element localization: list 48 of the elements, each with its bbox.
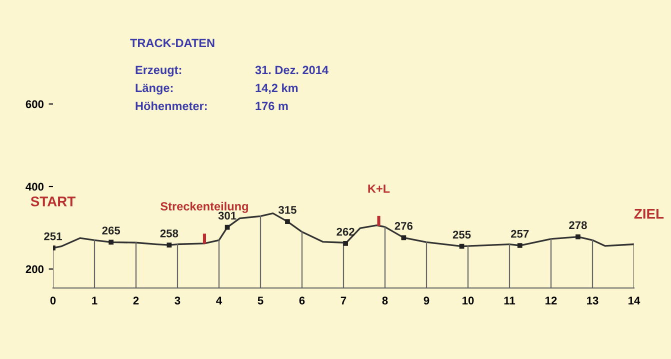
point: [224, 224, 230, 230]
data-label: 278: [569, 221, 587, 230]
x-tick-label: 13: [587, 296, 598, 305]
x-tick-label: 1: [92, 296, 98, 304]
point: [285, 219, 290, 224]
annotation: START: [30, 196, 76, 206]
point: [517, 243, 522, 248]
data-label: 251: [44, 232, 62, 240]
x-tick-label: 10: [462, 296, 474, 304]
y-tick-label: 200: [26, 265, 44, 274]
data-label: 276: [394, 222, 413, 230]
y-tick-label: 400: [26, 182, 44, 191]
point: [108, 240, 114, 245]
annotation: 176 m: [256, 102, 288, 110]
data-label: 257: [510, 230, 529, 238]
data-label: 258: [160, 229, 178, 238]
y-tick-label: 600: [26, 100, 44, 108]
point: [166, 242, 172, 248]
x-tick-label: 4: [216, 296, 222, 304]
x-tick-label: 8: [382, 296, 388, 304]
text: Länge:: [136, 84, 173, 94]
x-tick-label: 6: [299, 296, 305, 304]
x-tick-label: 0: [50, 296, 56, 304]
text: Erzeugt:: [136, 66, 182, 76]
point: [343, 241, 348, 246]
x-tick-label: 3: [174, 296, 180, 305]
data-label: 265: [102, 226, 120, 234]
data-label: 301: [218, 212, 236, 220]
annotation: Streckenteilung: [160, 202, 248, 213]
x-tick-label: 14: [628, 296, 640, 304]
text: 31. Dez. 2014: [255, 66, 328, 74]
x-tick-label: 7: [340, 296, 346, 304]
point: [459, 244, 464, 249]
x-tick-label: 5: [258, 296, 264, 304]
annotation: Höhenmeter:: [136, 101, 207, 110]
x-tick-label: 2: [133, 296, 139, 304]
text: ZIEL: [634, 209, 664, 219]
x-tick-label: 9: [424, 296, 430, 304]
x-tick-label: 11: [504, 296, 516, 304]
data-label: 255: [452, 230, 471, 239]
text: TRACK-DATEN: [130, 38, 214, 48]
x-tick-label: 12: [546, 296, 557, 304]
annotation: K+L: [368, 184, 390, 193]
data-label: 262: [336, 228, 354, 236]
data-label: 315: [278, 206, 296, 214]
point: [401, 235, 406, 240]
point: [576, 234, 580, 240]
text: 14,2 km: [256, 83, 298, 94]
